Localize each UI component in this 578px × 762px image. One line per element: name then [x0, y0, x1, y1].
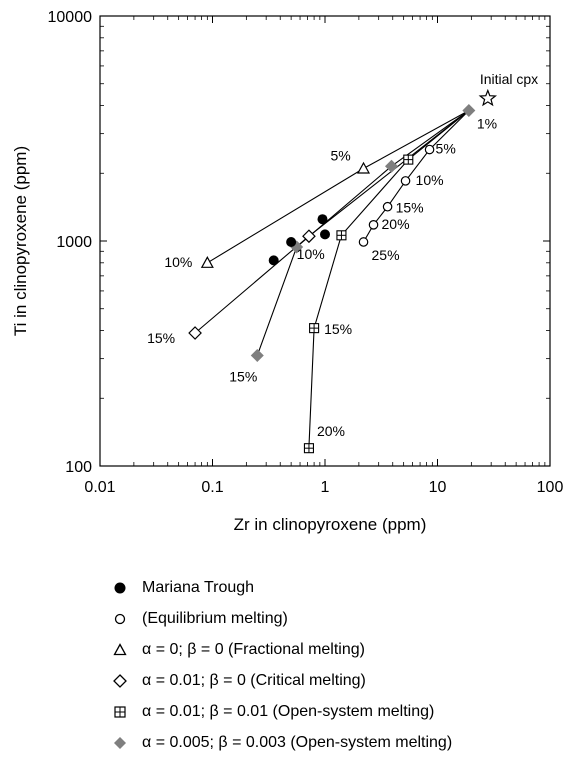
- x-tick-label: 0.01: [84, 479, 115, 496]
- initial-cpx-label: Initial cpx: [480, 71, 538, 87]
- open-diamond-icon: [113, 674, 127, 688]
- filled-circle-icon: [114, 582, 126, 594]
- data-point-gray-diamond: [384, 159, 398, 173]
- boxed-plus-icon: [114, 706, 126, 718]
- data-point-open-triangle: [200, 256, 214, 268]
- legend-item-critical: α = 0.01; β = 0 (Critical melting): [112, 665, 572, 696]
- legend-label: (Equilibrium melting): [142, 610, 288, 627]
- point-labels: 1%5%10%15%20%25%5%10%15%15%20%10%15%: [147, 116, 497, 440]
- legend: Mariana Trough (Equilibrium melting) α =…: [112, 572, 572, 758]
- point-label: 20%: [317, 423, 345, 439]
- y-tick-label: 1000: [56, 234, 92, 251]
- point-label: 10%: [416, 172, 444, 188]
- data-point-open-circle: [358, 237, 369, 247]
- point-label: 5%: [436, 141, 456, 157]
- x-tick-label: 100: [537, 479, 564, 496]
- point-label: 15%: [324, 321, 352, 337]
- data-point-gray-diamond: [462, 104, 476, 118]
- data-point-open-diamond: [302, 229, 316, 244]
- legend-label: α = 0; β = 0 (Fractional melting): [142, 641, 365, 658]
- open-circle-icon: [114, 613, 126, 625]
- gray-diamond-icon: [114, 737, 126, 749]
- series-line: [256, 110, 470, 356]
- x-tick-label: 1: [321, 479, 330, 496]
- data-markers: [188, 88, 498, 454]
- data-point-boxed-plus: [303, 443, 314, 454]
- point-label: 15%: [229, 368, 257, 384]
- y-tick-label: 10000: [48, 9, 93, 26]
- data-point-filled-circle: [268, 255, 279, 266]
- data-point-open-circle: [424, 144, 435, 155]
- point-label: 5%: [331, 148, 351, 164]
- point-label: 15%: [147, 330, 175, 346]
- legend-item-mariana: Mariana Trough: [112, 572, 572, 603]
- legend-item-fractional: α = 0; β = 0 (Fractional melting): [112, 634, 572, 665]
- x-tick-label: 10: [429, 479, 447, 496]
- data-point-gray-diamond: [250, 348, 264, 362]
- point-label: 10%: [297, 246, 325, 262]
- legend-item-open-system-1: α = 0.01; β = 0.01 (Open-system melting): [112, 696, 572, 727]
- data-point-open-triangle: [357, 161, 371, 174]
- data-point-open-diamond: [188, 326, 202, 340]
- legend-item-open-system-2: α = 0.005; β = 0.003 (Open-system meltin…: [112, 727, 572, 758]
- legend-item-equilibrium: (Equilibrium melting): [112, 603, 572, 634]
- data-point-open-circle: [400, 176, 411, 186]
- y-axis-label: Ti in clinopyroxene (ppm): [11, 146, 30, 336]
- legend-label: α = 0.005; β = 0.003 (Open-system meltin…: [142, 734, 453, 751]
- legend-label: α = 0.01; β = 0.01 (Open-system melting): [142, 703, 435, 720]
- axes: 0.01 0.1 1 10 100 100 1000 10000: [48, 9, 564, 496]
- x-tick-label: 0.1: [201, 479, 223, 496]
- legend-label: Mariana Trough: [142, 579, 255, 596]
- open-triangle-icon: [113, 643, 127, 656]
- x-axis-label: Zr in clinopyroxene (ppm): [234, 515, 427, 534]
- data-point-filled-circle: [320, 229, 330, 240]
- initial-cpx-star: [478, 88, 498, 107]
- data-point-open-circle: [382, 201, 393, 212]
- point-label: 25%: [372, 247, 400, 263]
- data-point-open-circle: [368, 220, 379, 230]
- data-point-boxed-plus: [336, 230, 347, 241]
- data-point-boxed-plus: [309, 323, 320, 334]
- point-label: 10%: [164, 254, 192, 270]
- y-tick-label: 100: [65, 459, 92, 476]
- point-label: 15%: [396, 200, 424, 216]
- data-point-filled-circle: [317, 214, 328, 225]
- point-label: 20%: [382, 216, 410, 232]
- legend-label: α = 0.01; β = 0 (Critical melting): [142, 672, 366, 689]
- data-point-boxed-plus: [403, 154, 414, 165]
- data-point-filled-circle: [286, 236, 297, 247]
- point-label: 1%: [477, 116, 497, 132]
